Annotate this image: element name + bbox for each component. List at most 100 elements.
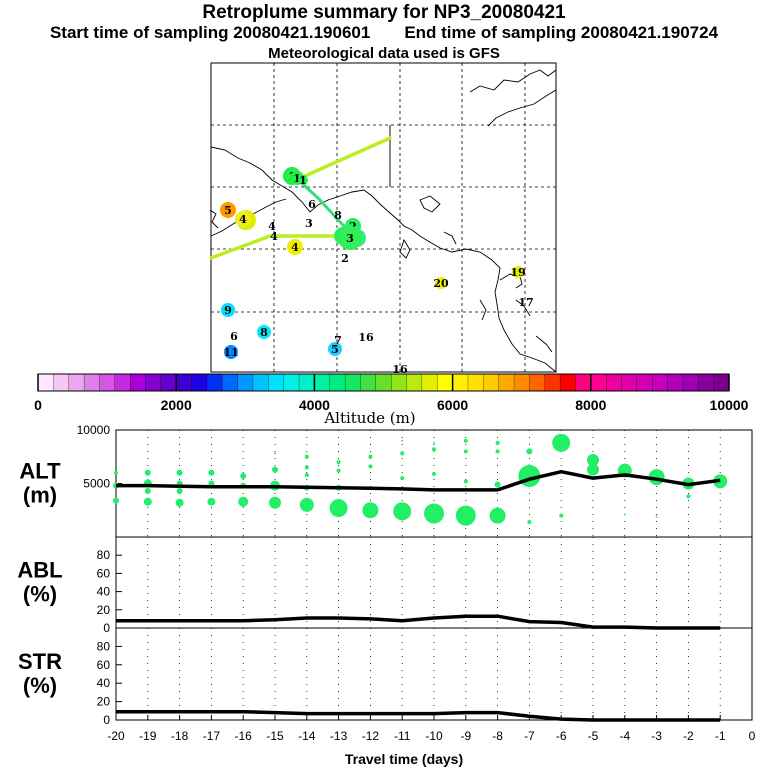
time-series-panels: 500010000ALT(m)020406080ABL(%)020406080S…	[17, 423, 755, 767]
x-axis-label: Travel time (days)	[345, 751, 463, 767]
scatter-point	[368, 454, 373, 459]
trajectory-marker-label: 20	[433, 277, 449, 290]
colorbar-cell	[421, 373, 438, 392]
trajectory-marker-dot	[328, 342, 342, 356]
colorbar-cell	[513, 373, 530, 392]
trajectory-marker-label: 5	[224, 204, 232, 217]
x-tick-label: -5	[588, 729, 599, 743]
y-tick-label: 80	[97, 639, 111, 653]
x-tick-label: -16	[235, 729, 253, 743]
panel-label: ALT	[19, 459, 61, 484]
sampling-times: Start time of sampling 20080421.190601 En…	[0, 23, 768, 43]
met-data-label: Meteorological data used is GFS	[268, 45, 500, 62]
y-tick-label: 20	[97, 603, 111, 617]
colorbar-tick-label: 0	[34, 397, 42, 413]
colorbar-cell	[298, 373, 315, 392]
x-tick-label: -20	[107, 729, 125, 743]
scatter-point	[489, 507, 506, 524]
scatter-point	[208, 469, 215, 476]
y-tick-label: 0	[103, 621, 110, 635]
x-tick-label: -11	[394, 729, 411, 743]
colorbar-cells	[37, 373, 730, 392]
series-line	[116, 614, 721, 630]
scatter-point	[240, 473, 247, 480]
colorbar-cell	[160, 373, 177, 392]
x-tick-label: -1	[715, 729, 726, 743]
altitude-colorbar: 0 2000 4000 6000 8000 10000 Altitude (m)	[34, 373, 749, 427]
trajectory-marker-label: 4	[291, 241, 299, 254]
panel-frame	[115, 627, 753, 721]
scatter-point	[144, 469, 151, 476]
series-line	[116, 469, 721, 492]
panel-alt: 5000 10000 ALT(m)	[19, 423, 753, 538]
x-tick-label: -2	[683, 729, 694, 743]
colorbar-cell	[375, 373, 392, 392]
x-tick-label: -13	[330, 729, 348, 743]
scatter-point	[238, 496, 249, 507]
trajectory-marker-dot	[435, 277, 447, 289]
scatter-point	[336, 460, 341, 465]
trajectory-marker-dot	[512, 266, 524, 278]
scatter-point	[587, 463, 599, 476]
trajectory-marker-label: 6	[308, 198, 316, 211]
scatter-point	[552, 433, 571, 452]
colorbar-cell	[621, 373, 638, 392]
trajectory-marker-dot	[220, 202, 236, 218]
colorbar-cell	[698, 373, 715, 392]
scatter-point	[686, 494, 691, 499]
trajectory-marker-label: 11	[223, 346, 238, 359]
trajectory-marker-label: 8	[260, 326, 268, 339]
scatter-point	[495, 440, 500, 445]
colorbar-tick-label: 10000	[710, 397, 749, 413]
trajectory-marker-label: 1	[299, 174, 307, 187]
colorbar-cell	[606, 373, 623, 392]
colorbar-cell	[68, 373, 85, 392]
colorbar-cell	[206, 373, 223, 392]
scatter-point	[114, 470, 118, 475]
colorbar-cell	[360, 373, 377, 392]
trajectory-marker-dot	[224, 345, 238, 359]
colorbar-cell	[145, 373, 162, 392]
trajectory-lines	[209, 136, 392, 260]
scatter-point	[393, 502, 412, 521]
trajectory-marker-dot	[298, 175, 308, 185]
colorbar-cell	[37, 373, 54, 392]
trajectory-marker-label: 4	[239, 213, 247, 226]
x-tick-label: -17	[203, 729, 221, 743]
trajectory-marker-label: 9	[224, 304, 232, 317]
start-time-label: Start time of sampling 20080421.190601	[49, 23, 371, 42]
scatter-point	[526, 448, 533, 455]
colorbar-cell	[406, 373, 423, 392]
colorbar-cell	[652, 373, 669, 392]
panel-unit: (%)	[23, 582, 57, 607]
scatter-point	[304, 472, 309, 477]
scatter-point	[433, 441, 435, 444]
colorbar-cell	[222, 373, 239, 392]
scatter-point	[463, 479, 468, 484]
colorbar-cell	[391, 373, 408, 392]
panel-label: STR	[18, 649, 62, 674]
colorbar-cell	[529, 373, 546, 392]
panel-abl: 0 20 40 60 80 ABL(%)	[17, 536, 753, 635]
scatter-point	[455, 505, 476, 526]
trajectory-marker-label: 2	[341, 252, 349, 265]
x-tick-label: -10	[425, 729, 443, 743]
y-tick-label: 40	[97, 676, 111, 690]
trajectory-marker-label: 7	[334, 334, 342, 347]
scatter-point	[655, 515, 658, 518]
trajectory-marker-label: 4	[270, 230, 278, 243]
colorbar-cell	[252, 373, 269, 392]
colorbar-cell	[667, 373, 684, 392]
trajectory-marker-dot	[338, 226, 362, 250]
y-tick-label: 20	[97, 695, 111, 709]
colorbar-cell	[129, 373, 147, 392]
scatter-point	[495, 449, 500, 454]
trajectory-marker-label: 1	[293, 172, 301, 185]
scatter-point	[113, 497, 119, 504]
scatter-point	[329, 499, 348, 518]
x-tick-label: -9	[460, 729, 471, 743]
scatter-point	[176, 487, 183, 494]
colorbar-cell	[575, 373, 592, 392]
colorbar-tick-label: 4000	[299, 397, 330, 413]
